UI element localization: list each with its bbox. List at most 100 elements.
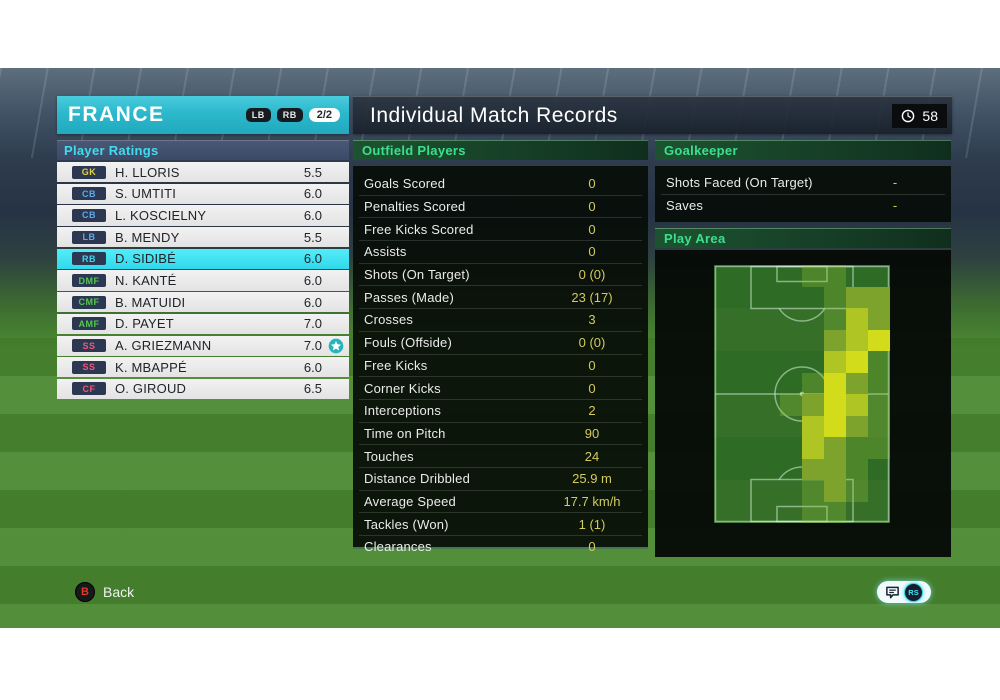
stat-label: Assists: [364, 244, 407, 260]
chat-stick-control[interactable]: RS: [877, 581, 931, 603]
stat-row: Clearances 0: [359, 536, 642, 558]
player-name: D. PAYET: [115, 316, 174, 332]
heatmap-cell: [736, 394, 758, 416]
stat-label: Shots Faced (On Target): [666, 175, 813, 191]
player-name: N. KANTÉ: [115, 273, 177, 289]
stat-label: Goals Scored: [364, 176, 446, 192]
player-row[interactable]: DMF N. KANTÉ 6.0: [57, 270, 349, 291]
outfield-players-title: Outfield Players: [362, 143, 466, 158]
stat-row: Saves -: [661, 195, 945, 217]
heatmap-cell: [868, 394, 890, 416]
back-control[interactable]: B Back: [75, 582, 134, 602]
player-row[interactable]: RB D. SIDIBÉ 6.0: [57, 248, 349, 269]
position-badge: SS: [72, 360, 106, 374]
stat-label: Crosses: [364, 312, 414, 328]
heatmap-cell: [736, 265, 758, 287]
heatmap-cell: [714, 287, 736, 309]
position-badge: CF: [72, 382, 106, 396]
team-header: FRANCE LB RB 2/2: [57, 96, 349, 134]
heatmap-cell: [846, 502, 868, 524]
player-row[interactable]: SS K. MBAPPÉ 6.0: [57, 357, 349, 378]
rb-shoulder-button-badge[interactable]: RB: [276, 108, 303, 122]
stat-row: Shots (On Target) 0 (0): [359, 264, 642, 287]
team-header-badges: LB RB 2/2: [245, 108, 349, 122]
heatmap-cell: [868, 372, 890, 394]
stat-value: 0: [588, 221, 596, 237]
heatmap-cell: [736, 502, 758, 524]
play-area-title: Play Area: [664, 231, 726, 246]
heatmap-cell: [780, 287, 802, 309]
pitch-heatmap: [714, 265, 890, 523]
player-name: A. GRIEZMANN: [115, 338, 212, 354]
heatmap-cell: [758, 287, 780, 309]
heatmap-cell: [868, 415, 890, 437]
stat-row: Time on Pitch 90: [359, 423, 642, 446]
stat-value: 17.7 km/h: [563, 493, 621, 509]
heatmap-cell: [758, 459, 780, 481]
heatmap-cell: [780, 373, 802, 395]
heatmap-cell: [780, 437, 802, 459]
heatmap-cell: [868, 437, 890, 459]
game-screen: FRANCE LB RB 2/2 Player Ratings GK H. LLO…: [0, 68, 1000, 628]
heatmap-cell: [780, 394, 802, 416]
heatmap-cell: [780, 502, 802, 524]
position-badge: RB: [72, 252, 106, 266]
heatmap-cell: [824, 501, 846, 523]
heatmap-cell: [758, 437, 780, 459]
heatmap-cell: [824, 394, 846, 416]
stat-value: 0 (0): [578, 267, 606, 283]
heatmap-cell: [714, 459, 736, 481]
heatmap-cell: [868, 459, 890, 481]
heatmap-cell: [802, 265, 824, 287]
player-row[interactable]: CF O. GIROUD 6.5: [57, 378, 349, 400]
b-button-icon: B: [75, 582, 95, 602]
heatmap-cell: [736, 373, 758, 395]
player-row[interactable]: LB B. MENDY 5.5: [57, 227, 349, 248]
heatmap-cell: [714, 265, 736, 287]
heatmap-cell: [802, 501, 824, 523]
lb-shoulder-button-badge[interactable]: LB: [245, 108, 271, 122]
heatmap-cell: [802, 330, 824, 352]
stat-label: Time on Pitch: [364, 425, 446, 441]
heatmap-cell: [802, 394, 824, 416]
heatmap-cell: [714, 373, 736, 395]
stat-row: Corner Kicks 0: [359, 377, 642, 400]
heatmap-cell: [714, 394, 736, 416]
player-ratings-list: GK H. LLORIS 5.5 CB S. UMTITI 6.0 CB L. KOSCIEL…: [57, 162, 349, 401]
heatmap-cell: [846, 458, 868, 480]
player-row[interactable]: CB L. KOSCIELNY 6.0: [57, 205, 349, 226]
heatmap-cell: [758, 308, 780, 330]
team-name: FRANCE: [68, 103, 165, 126]
position-badge: SS: [72, 339, 106, 353]
heatmap-cell: [780, 308, 802, 330]
player-rating: 6.0: [303, 359, 322, 375]
player-rating: 5.5: [303, 229, 322, 245]
player-rating: 6.5: [303, 381, 322, 397]
stat-value: 0 (0): [578, 335, 606, 351]
heatmap-cell: [802, 351, 824, 373]
heatmap-cell: [736, 330, 758, 352]
stat-value: -: [892, 198, 898, 214]
heatmap-cell: [736, 308, 758, 330]
player-row[interactable]: AMF D. PAYET 7.0: [57, 313, 349, 334]
player-row[interactable]: SS A. GRIEZMANN 7.0: [57, 335, 349, 356]
player-row[interactable]: GK H. LLORIS 5.5: [57, 162, 349, 183]
player-name: B. MENDY: [115, 229, 180, 245]
stat-row: Free Kicks 0: [359, 355, 642, 378]
stat-label: Interceptions: [364, 403, 442, 419]
man-of-match-star-icon: [328, 338, 344, 354]
title-bar: Individual Match Records 58: [353, 96, 952, 134]
heatmap-cell: [758, 351, 780, 373]
heatmap-cell: [824, 286, 846, 308]
heatmap-cell: [846, 308, 868, 330]
player-row[interactable]: CMF B. MATUIDI 6.0: [57, 292, 349, 313]
heatmap-cell: [846, 351, 868, 373]
heatmap-cell: [780, 459, 802, 481]
player-row[interactable]: CB S. UMTITI 6.0: [57, 183, 349, 204]
stat-row: Interceptions 2: [359, 400, 642, 423]
heatmap-cell: [846, 286, 868, 308]
outfield-players-header: Outfield Players: [353, 140, 648, 160]
b-button-glyph: B: [81, 586, 89, 598]
stat-row: Passes (Made) 23 (17): [359, 286, 642, 310]
